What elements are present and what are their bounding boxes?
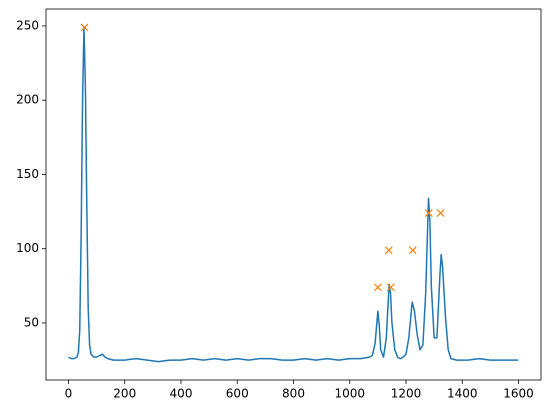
peak-marker: [408, 246, 417, 255]
peak-marker: [386, 283, 395, 292]
peak-marker: [373, 283, 382, 292]
x-tick-label: 1200: [391, 387, 422, 401]
y-tick-label: 50: [24, 315, 39, 329]
y-tick-label: 250: [16, 18, 39, 32]
x-tick-label: 1600: [503, 387, 534, 401]
x-tick-label: 200: [113, 387, 136, 401]
y-tick-label: 200: [16, 93, 39, 107]
x-tick-label: 1000: [334, 387, 365, 401]
peak-marker: [384, 246, 393, 255]
peak-marker: [436, 209, 445, 217]
y-tick-label: 150: [16, 167, 39, 181]
peak-marker: [80, 23, 89, 32]
x-tick-label: 1400: [447, 387, 478, 401]
x-tick-label: 0: [65, 387, 73, 401]
y-tick-label: 100: [16, 241, 39, 255]
x-tick-label: 600: [226, 387, 249, 401]
x-tick-label: 400: [170, 387, 193, 401]
plot-frame: [45, 8, 542, 381]
peak-marker: [424, 209, 433, 217]
data-line: [68, 26, 519, 363]
x-tick-label: 800: [282, 387, 305, 401]
